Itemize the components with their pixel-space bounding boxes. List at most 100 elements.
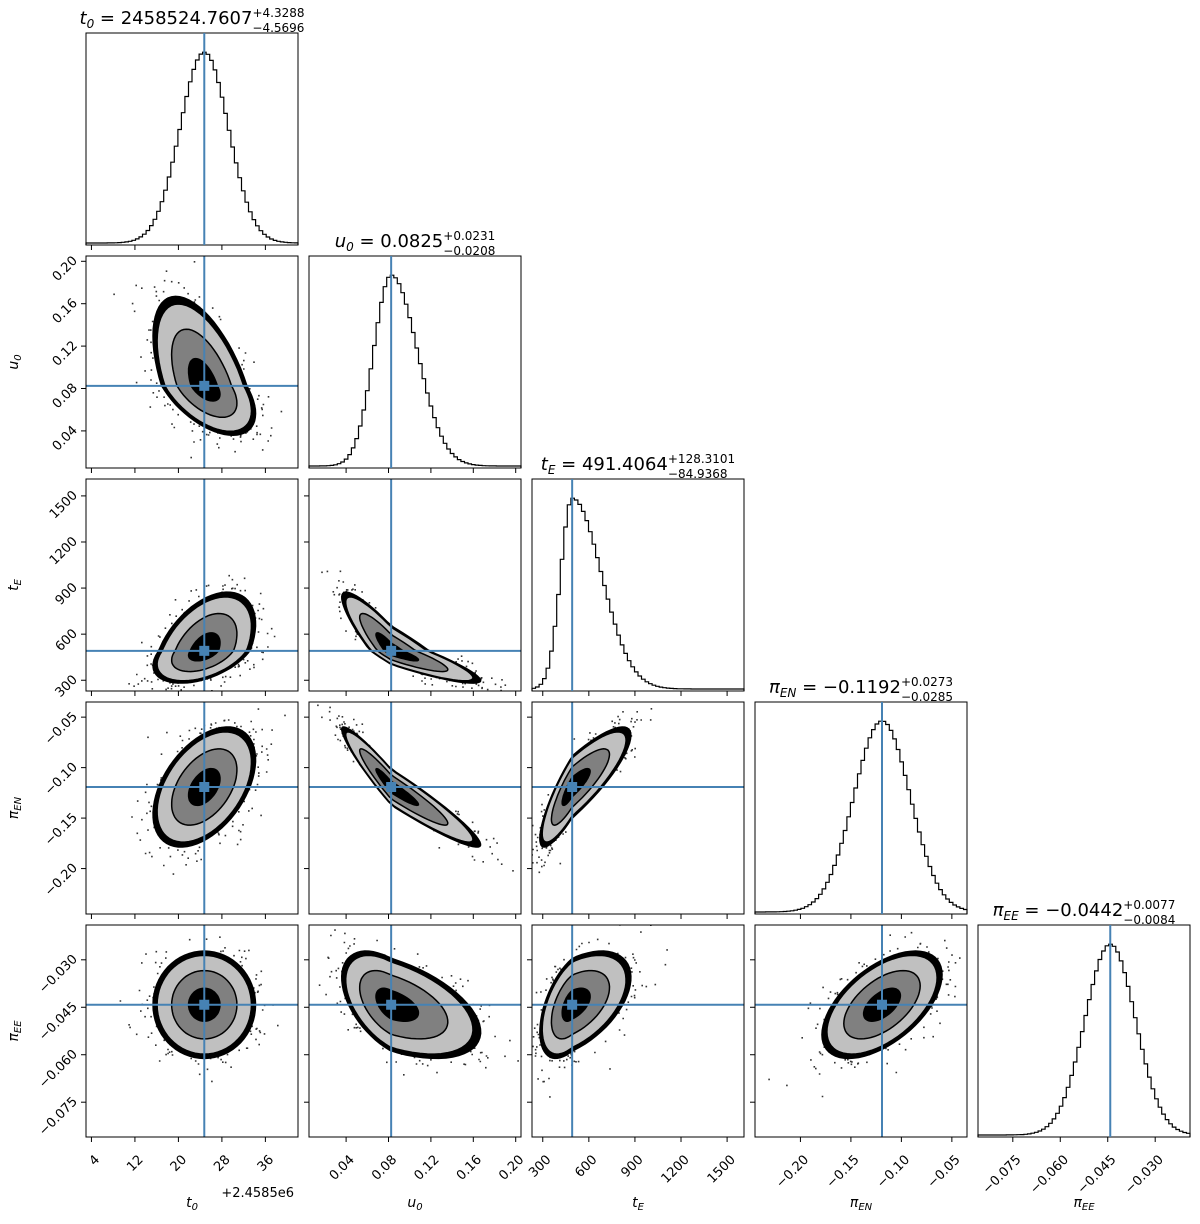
- ytick-label-piEE: −0.075: [36, 1094, 81, 1139]
- xtick-label-piEN: −0.20: [773, 1153, 812, 1192]
- hist-steps-piEE: [977, 943, 1191, 1137]
- hist-steps-u0: [308, 274, 522, 468]
- xtick-label-u0: 0.16: [454, 1153, 485, 1184]
- truth-marker: [386, 999, 397, 1010]
- xtick-label-t0: 36: [255, 1153, 277, 1175]
- hist-panel-tE: tE = 491.4064+128.3101−84.9368: [531, 452, 745, 692]
- ytick-label-tE: 900: [53, 580, 81, 608]
- hist-frame-u0: [308, 255, 522, 469]
- ytick-label-u0: 0.16: [50, 296, 81, 327]
- xtick-label-piEE: −0.045: [1075, 1153, 1120, 1198]
- scatter-panel-piEE-tE: [531, 924, 745, 1138]
- offset-label-t0: +2.4585e6: [221, 1186, 294, 1201]
- ytick-label-u0: 0.04: [50, 423, 81, 454]
- ytick-label-piEN: −0.15: [42, 810, 81, 849]
- scatter-panel-piEN-tE: [531, 701, 745, 915]
- scatter-frame: [308, 701, 522, 915]
- title-piEE: πEE = −0.0442+0.0077: [993, 898, 1176, 923]
- hist-panel-u0: u0 = 0.0825+0.0231−0.0208: [308, 229, 522, 469]
- ytick-label-tE: 300: [53, 672, 81, 700]
- truth-marker: [567, 999, 578, 1010]
- xtick-label-t0: 4: [87, 1153, 103, 1169]
- hist-panel-piEN: πEN = −0.1192+0.0273−0.0285: [754, 675, 968, 915]
- scatter-body-piEE-piEN: [768, 931, 961, 1098]
- title-piEN: πEN = −0.1192+0.0273: [769, 675, 953, 700]
- scatter-panel-tE-t0: [85, 478, 299, 692]
- xlabel-t0: t0: [186, 1195, 198, 1213]
- xtick-label-u0: 0.04: [327, 1153, 358, 1184]
- hist-frame-piEN: [754, 701, 968, 915]
- xtick-label-piEE: −0.030: [1122, 1153, 1167, 1198]
- ylabel-tE: tE: [6, 578, 24, 591]
- hist-panel-t0: t0 = 2458524.7607+4.3288−4.5696: [80, 6, 305, 246]
- scatter-frame: [308, 478, 522, 692]
- xlabel-tE: tE: [632, 1195, 645, 1213]
- ytick-label-piEE: −0.060: [36, 1047, 81, 1092]
- title-tE: tE = 491.4064+128.3101: [541, 452, 735, 477]
- title-t0: t0 = 2458524.7607+4.3288: [80, 6, 305, 31]
- xtick-label-piEN: −0.05: [925, 1153, 964, 1192]
- scatter-frame: [85, 701, 299, 915]
- scatter-panel-piEE-piEN: [754, 924, 968, 1138]
- xtick-label-tE: 600: [572, 1153, 600, 1181]
- xtick-label-tE: 900: [618, 1153, 646, 1181]
- title-minus-t0: −4.5696: [252, 21, 304, 35]
- scatter-points: [321, 570, 507, 691]
- hist-frame-tE: [531, 478, 745, 692]
- ytick-label-piEE: −0.045: [36, 999, 81, 1044]
- scatter-body-piEE-t0: [119, 936, 279, 1083]
- ytick-label-piEE: −0.030: [36, 952, 81, 997]
- truth-marker: [876, 999, 887, 1010]
- xtick-label-tE: 1200: [659, 1153, 693, 1187]
- scatter-panel-piEN-t0: [85, 701, 299, 915]
- truth-marker: [199, 380, 210, 391]
- scatter-body-piEN-tE: [532, 708, 653, 874]
- xlabel-piEN: πEN: [850, 1195, 873, 1213]
- contour-level-3: [375, 632, 420, 662]
- title-minus-u0: −0.0208: [443, 244, 495, 258]
- scatter-frame: [85, 924, 299, 1138]
- ytick-label-u0: 0.20: [50, 254, 81, 285]
- scatter-panel-piEN-u0: [308, 701, 522, 915]
- ytick-label-tE: 1500: [47, 488, 81, 522]
- xlabel-piEE: πEE: [1073, 1195, 1095, 1213]
- hist-frame-piEE: [977, 924, 1191, 1138]
- hist-steps-piEN: [754, 720, 968, 914]
- scatter-frame: [531, 924, 745, 1138]
- xtick-label-t0: 28: [211, 1153, 233, 1175]
- ylabel-piEN: πEN: [6, 796, 24, 819]
- xtick-label-piEE: −0.075: [980, 1153, 1025, 1198]
- title-minus-tE: −84.9368: [668, 467, 728, 481]
- hist-panel-piEE: πEE = −0.0442+0.0077−0.0084: [977, 898, 1191, 1138]
- xtick-label-piEN: −0.15: [824, 1153, 863, 1192]
- title-minus-piEN: −0.0285: [901, 690, 953, 704]
- xtick-label-piEN: −0.10: [874, 1153, 913, 1192]
- ytick-label-piEN: −0.05: [42, 709, 81, 748]
- scatter-frame: [85, 255, 299, 469]
- ytick-label-u0: 0.08: [50, 381, 81, 412]
- hist-steps-tE: [531, 497, 745, 691]
- xlabel-u0: u0: [407, 1195, 422, 1213]
- scatter-body-piEE-u0: [318, 929, 519, 1076]
- scatter-frame: [85, 478, 299, 692]
- ylabel-piEE: πEE: [6, 1020, 24, 1042]
- ytick-label-tE: 1200: [47, 534, 81, 568]
- ylabel-u0: u0: [6, 354, 24, 369]
- scatter-body-u0-t0: [113, 261, 283, 459]
- xtick-label-tE: 1500: [705, 1153, 739, 1187]
- scatter-frame: [531, 701, 745, 915]
- title-u0: u0 = 0.0825+0.0231: [335, 229, 496, 254]
- ytick-label-piEN: −0.10: [42, 760, 81, 799]
- hist-frame-t0: [85, 32, 299, 246]
- ytick-label-tE: 600: [53, 626, 81, 654]
- scatter-body-tE-t0: [128, 574, 276, 691]
- xtick-label-t0: 20: [168, 1153, 190, 1175]
- scatter-frame: [754, 924, 968, 1138]
- scatter-panel-u0-t0: [85, 255, 299, 469]
- scatter-body-piEN-t0: [131, 708, 286, 875]
- title-minus-piEE: −0.0084: [1123, 913, 1175, 927]
- truth-marker: [567, 782, 578, 793]
- ytick-label-u0: 0.12: [50, 338, 81, 369]
